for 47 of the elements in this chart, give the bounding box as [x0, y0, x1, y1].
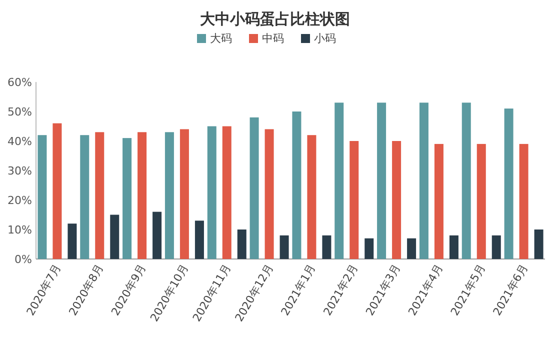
bar — [434, 144, 444, 259]
legend-label: 大码 — [210, 32, 232, 45]
bar — [476, 144, 486, 259]
bar — [180, 129, 189, 259]
bar — [519, 144, 528, 259]
bar — [122, 138, 132, 259]
bar — [164, 132, 174, 259]
bar — [138, 132, 147, 259]
bar — [492, 235, 501, 259]
legend-label: 中码 — [262, 32, 284, 45]
bar — [52, 123, 62, 259]
bar — [504, 108, 514, 259]
bar — [207, 126, 216, 259]
bar — [364, 238, 374, 259]
bar — [449, 235, 458, 259]
y-tick-label: 30% — [8, 164, 32, 178]
bar — [322, 235, 332, 259]
bar — [419, 102, 428, 259]
bar — [250, 117, 259, 259]
chart-title: 大中小码蛋占比柱状图 — [200, 10, 350, 28]
bar — [377, 102, 386, 259]
bar — [152, 212, 162, 259]
bar — [280, 235, 289, 259]
bar — [350, 141, 359, 259]
y-tick-label: 0% — [14, 253, 32, 266]
y-tick-label: 60% — [8, 76, 32, 89]
bar — [110, 214, 120, 259]
y-tick-label: 10% — [8, 224, 32, 236]
y-tick-label: 40% — [8, 135, 32, 148]
bar — [38, 135, 47, 259]
bar — [237, 230, 246, 259]
legend-label: 小码 — [314, 32, 336, 45]
bar — [462, 102, 471, 259]
bar — [68, 224, 77, 259]
bar — [334, 102, 344, 259]
bar — [264, 129, 274, 259]
y-tick-label: 50% — [8, 106, 32, 118]
bar — [407, 238, 416, 259]
bar — [222, 126, 232, 259]
bar — [80, 135, 90, 259]
bar — [307, 135, 316, 259]
y-tick-label: 20% — [8, 194, 32, 207]
bar — [392, 141, 402, 259]
bar — [95, 132, 104, 259]
bar — [292, 112, 302, 259]
bar — [194, 220, 204, 259]
bar — [534, 230, 544, 259]
